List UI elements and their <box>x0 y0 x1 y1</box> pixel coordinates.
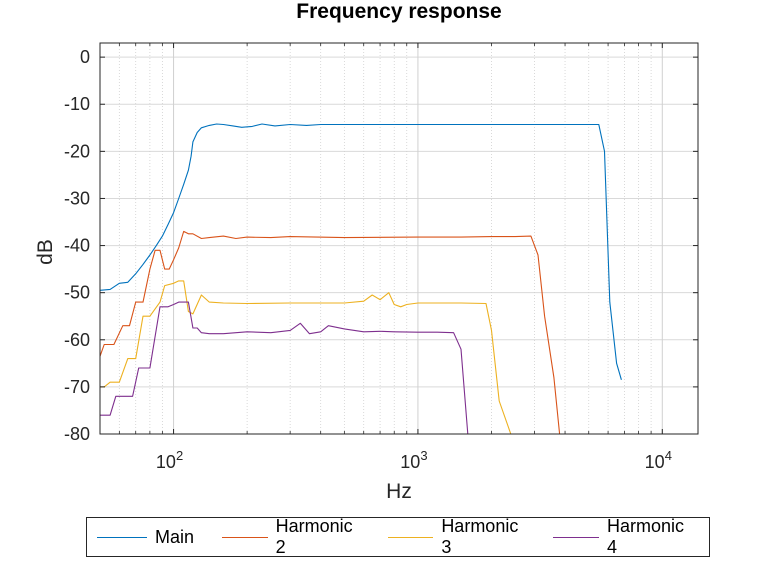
legend-label: Main <box>155 526 195 547</box>
y-tick-label: -50 <box>64 283 90 303</box>
x-tick-label: 102 <box>156 448 183 472</box>
legend-item-harmonic-2: Harmonic 2 <box>222 516 378 558</box>
y-tick-label: -40 <box>64 236 90 256</box>
x-axis-label: Hz <box>386 480 412 503</box>
series-line-main <box>100 123 622 380</box>
legend-swatch <box>222 536 268 538</box>
series-line-harmonic-4 <box>100 301 469 434</box>
y-ticks: 0 -10 -20 -30 -40 -50 -60 -70 -80 <box>64 47 698 444</box>
legend-label: Harmonic 2 <box>275 516 353 557</box>
legend-label: Harmonic 4 <box>606 516 684 557</box>
legend-swatch <box>387 536 434 538</box>
y-axis-label: dB <box>34 239 57 265</box>
series-lines <box>100 123 622 434</box>
legend-swatch <box>553 536 599 538</box>
legend-item-harmonic-3: Harmonic 3 <box>387 516 544 558</box>
x-tick-label: 104 <box>645 448 672 472</box>
legend-swatch <box>97 536 147 538</box>
legend-item-main: Main <box>97 527 212 548</box>
y-tick-label: -70 <box>64 377 90 397</box>
x-ticks: 102 103 104 <box>118 43 672 472</box>
legend: Main Harmonic 2 Harmonic 3 Harmonic 4 <box>86 516 710 558</box>
grid-lines <box>100 43 698 435</box>
series-line-harmonic-3 <box>100 280 512 434</box>
chart-title: Frequency response <box>296 0 502 23</box>
y-tick-label: 0 <box>80 47 90 67</box>
y-tick-label: -80 <box>64 424 90 444</box>
y-tick-label: -60 <box>64 330 90 350</box>
y-tick-label: -20 <box>64 141 90 161</box>
legend-item-harmonic-4: Harmonic 4 <box>553 516 709 558</box>
y-tick-label: -10 <box>64 94 90 114</box>
y-tick-label: -30 <box>64 188 90 208</box>
series-line-harmonic-2 <box>100 230 561 434</box>
legend-label: Harmonic 3 <box>441 516 519 557</box>
x-tick-label: 103 <box>400 448 427 472</box>
axes-box <box>99 42 699 435</box>
